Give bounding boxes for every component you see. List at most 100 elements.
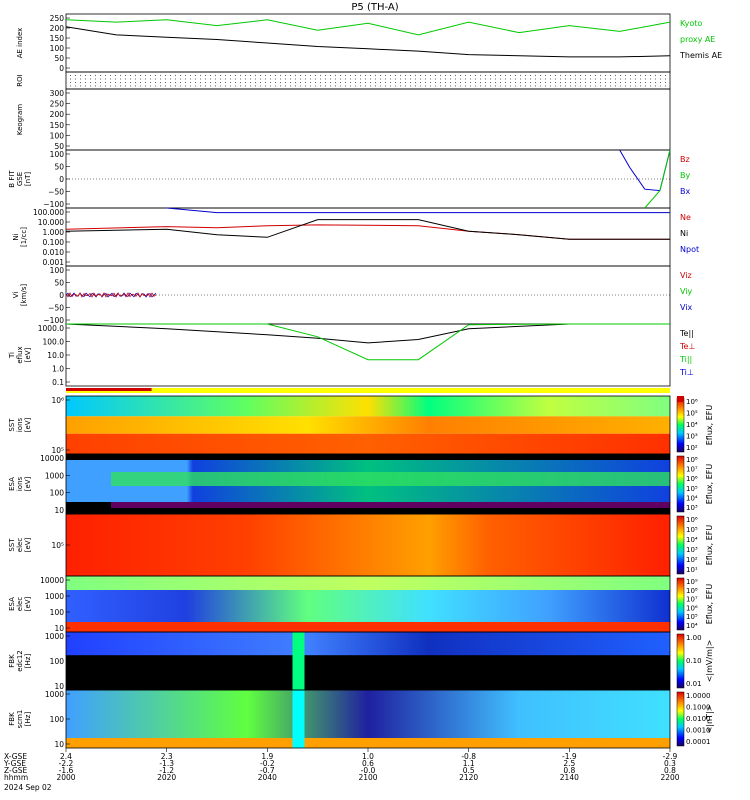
roi-dot [600, 82, 601, 83]
roi-dot [470, 82, 471, 83]
roi-dot [110, 82, 111, 83]
roi-dot [140, 75, 141, 76]
roi-dot [500, 85, 501, 87]
roi-dot [495, 85, 496, 87]
colorbar-label: Eflux, EFU [705, 584, 714, 625]
roi-dot [410, 75, 411, 76]
x-tick-label: 2040 [258, 773, 277, 782]
y-tick-label: 100 [50, 266, 65, 275]
roi-dot [645, 82, 646, 83]
y-tick-label: 150 [50, 121, 65, 130]
roi-dot [70, 78, 71, 80]
roi-dot [555, 78, 556, 80]
roi-dot [315, 82, 316, 83]
panel-frame [65, 13, 671, 73]
roi-dot [95, 85, 96, 87]
colorbar-tick: 10⁵ [686, 410, 698, 418]
roi-dot [365, 82, 366, 83]
roi-dot [605, 75, 606, 76]
roi-dot [650, 78, 651, 80]
roi-dot [470, 75, 471, 76]
roi-dot [520, 82, 521, 83]
roi-dot [205, 85, 206, 87]
roi-dot [550, 75, 551, 76]
roi-dot [570, 82, 571, 83]
roi-dot [255, 82, 256, 83]
y-tick-label: 100.000 [33, 208, 64, 217]
roi-dot [615, 85, 616, 87]
roi-dot [640, 85, 641, 87]
spectrogram-band [66, 433, 670, 454]
roi-dot [615, 82, 616, 83]
colorbar-tick: 0.1000 [686, 704, 711, 712]
roi-dot [620, 78, 621, 80]
roi-dot [485, 82, 486, 83]
roi-dot [195, 85, 196, 87]
roi-dot [190, 82, 191, 83]
roi-dot [645, 78, 646, 80]
roi-dot [375, 75, 376, 76]
colorbar-tick: 10³ [686, 504, 698, 512]
roi-dot [100, 75, 101, 76]
y-tick-label: 250 [50, 100, 65, 109]
roi-dot [270, 85, 271, 87]
roi-dot [320, 78, 321, 80]
roi-dot [135, 75, 136, 76]
roi-dot [500, 78, 501, 80]
roi-dot [320, 82, 321, 83]
roi-dot [75, 78, 76, 80]
roi-dot [285, 85, 286, 87]
y-tick-label: 10 [54, 682, 64, 691]
roi-dot [375, 85, 376, 87]
roi-dot [395, 82, 396, 83]
roi-dot [260, 82, 261, 83]
spectrogram-band [66, 632, 670, 656]
series-line [65, 292, 157, 298]
roi-dot [275, 78, 276, 80]
roi-dot [105, 82, 106, 83]
roi-dot [605, 82, 606, 83]
roi-dot [160, 78, 161, 80]
roi-dot [370, 85, 371, 87]
roi-dot [515, 78, 516, 80]
colorbar [676, 577, 685, 631]
legend-entry: By [680, 171, 690, 180]
roi-dot [180, 78, 181, 80]
roi-dot [180, 75, 181, 76]
roi-dot [600, 78, 601, 80]
panel-ylabel: SSTions[eV] [8, 417, 32, 432]
roi-dot [400, 85, 401, 87]
roi-dot [405, 75, 406, 76]
roi-dot [470, 85, 471, 87]
roi-dot [325, 75, 326, 76]
colorbar [676, 515, 685, 575]
roi-dot [450, 85, 451, 87]
roi-dot [240, 78, 241, 80]
x-tick-label: 1.1 [463, 759, 475, 768]
x-tick-label: 2020 [157, 773, 176, 782]
roi-dot [85, 85, 86, 87]
roi-dot [305, 82, 306, 83]
roi-dot [145, 75, 146, 76]
spectrogram-burst [292, 690, 305, 748]
roi-dot [225, 75, 226, 76]
roi-dot [395, 75, 396, 76]
roi-dot [375, 78, 376, 80]
roi-dot [185, 78, 186, 80]
roi-dot [390, 85, 391, 87]
roi-dot [595, 75, 596, 76]
x-tick-label: 0.8 [563, 766, 575, 775]
panel-ylabel: FBKedc12[Hz] [8, 650, 32, 672]
roi-dot [145, 82, 146, 83]
series-line [66, 323, 670, 361]
roi-dot [295, 78, 296, 80]
roi-dot [235, 85, 236, 87]
roi-dot [330, 78, 331, 80]
roi-dot [455, 78, 456, 80]
spectrogram-band [66, 590, 670, 622]
roi-dot [175, 75, 176, 76]
y-tick-label: 0 [59, 175, 64, 184]
roi-dot [345, 82, 346, 83]
roi-dot [265, 75, 266, 76]
